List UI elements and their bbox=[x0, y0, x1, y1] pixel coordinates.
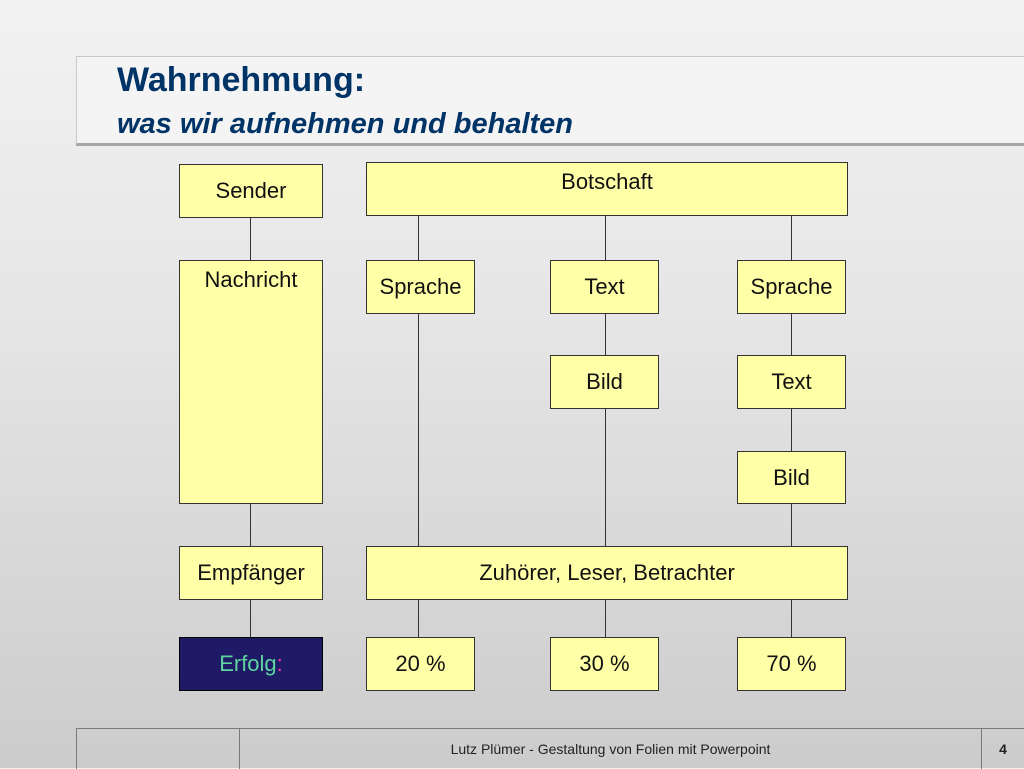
col3-text-box: Text bbox=[737, 355, 846, 409]
connector-audience-pct3 bbox=[791, 600, 792, 637]
footer-page-number: 4 bbox=[981, 729, 1024, 769]
col3-bild-box: Bild bbox=[737, 451, 846, 504]
connector-col3-sprache-text bbox=[791, 314, 792, 355]
connector-col2-bild-audience bbox=[605, 409, 606, 546]
slide-subtitle: was wir aufnehmen und behalten bbox=[117, 108, 574, 140]
col2-bild-box: Bild bbox=[550, 355, 659, 409]
footer-title: Lutz Plümer - Gestaltung von Folien mit … bbox=[239, 729, 981, 769]
pct2-box: 30 % bbox=[550, 637, 659, 691]
title-area bbox=[76, 56, 1024, 146]
connector-sender-nachricht bbox=[250, 218, 251, 260]
connector-nachricht-empfaenger bbox=[250, 504, 251, 546]
nachricht-box: Nachricht bbox=[179, 260, 323, 504]
connector-col2-text-bild bbox=[605, 314, 606, 355]
empfaenger-box: Empfänger bbox=[179, 546, 323, 600]
slide-title: Wahrnehmung: bbox=[117, 61, 366, 99]
connector-botschaft-col3 bbox=[791, 216, 792, 260]
col1-sprache-box: Sprache bbox=[366, 260, 475, 314]
col2-text-box: Text bbox=[550, 260, 659, 314]
connector-col3-bild-audience bbox=[791, 504, 792, 546]
footer-bar: Lutz Plümer - Gestaltung von Folien mit … bbox=[76, 728, 1024, 769]
pct3-box: 70 % bbox=[737, 637, 846, 691]
botschaft-box: Botschaft bbox=[366, 162, 848, 216]
erfolg-colon: : bbox=[276, 651, 283, 676]
erfolg-box: Erfolg: bbox=[179, 637, 323, 691]
connector-col3-text-bild bbox=[791, 409, 792, 451]
audience-box: Zuhörer, Leser, Betrachter bbox=[366, 546, 848, 600]
connector-audience-pct2 bbox=[605, 600, 606, 637]
connector-audience-pct1 bbox=[418, 600, 419, 637]
connector-col1-audience bbox=[418, 314, 419, 546]
erfolg-label: Erfolg bbox=[219, 651, 277, 676]
pct1-box: 20 % bbox=[366, 637, 475, 691]
footer-cell-left bbox=[76, 729, 239, 769]
sender-box: Sender bbox=[179, 164, 323, 218]
connector-botschaft-col1 bbox=[418, 216, 419, 260]
connector-empfaenger-erfolg bbox=[250, 600, 251, 637]
connector-botschaft-col2 bbox=[605, 216, 606, 260]
col3-sprache-box: Sprache bbox=[737, 260, 846, 314]
